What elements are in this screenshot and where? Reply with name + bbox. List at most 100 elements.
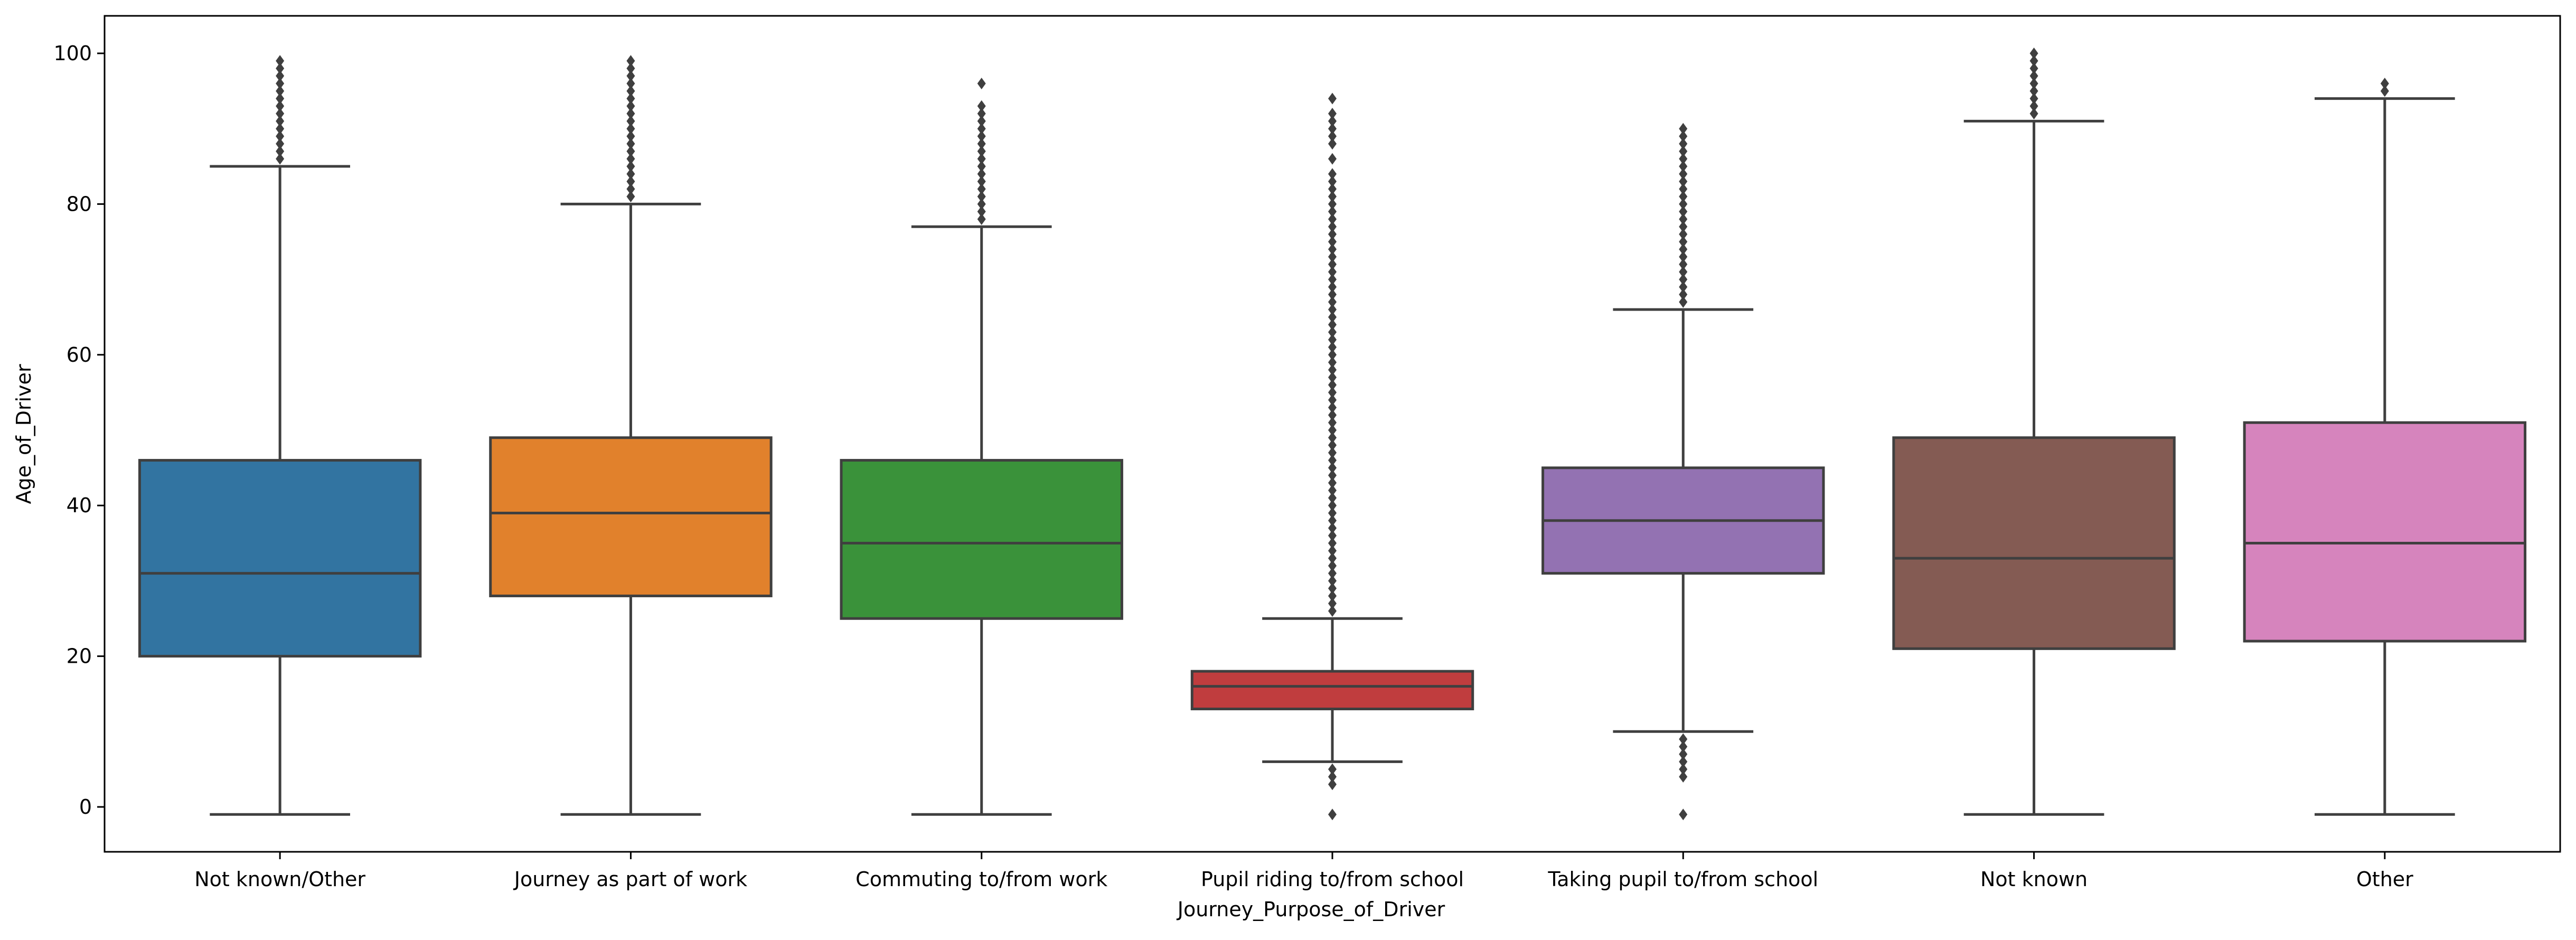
outlier-point: [977, 205, 986, 218]
y-tick-label: 20: [67, 645, 92, 668]
outlier-point: [1328, 401, 1337, 413]
outlier-point: [977, 198, 986, 210]
outlier-point: [1328, 228, 1337, 240]
outlier-point: [1328, 281, 1337, 293]
outlier-point: [2029, 85, 2038, 97]
y-tick-label: 40: [67, 494, 92, 517]
outlier-point: [1328, 431, 1337, 444]
outlier-point: [1328, 334, 1337, 346]
outlier-point: [977, 153, 986, 165]
outlier-point: [1679, 281, 1688, 293]
outlier-point: [626, 70, 635, 82]
box-body: [1190, 670, 1474, 710]
outlier-point: [977, 115, 986, 127]
outlier-point: [626, 85, 635, 97]
outlier-point: [1679, 770, 1688, 783]
box-group: [138, 55, 422, 816]
outlier-point: [2380, 78, 2389, 90]
outlier-point: [1328, 326, 1337, 338]
outlier-point: [626, 183, 635, 195]
outlier-point: [626, 55, 635, 67]
outlier-point: [626, 145, 635, 157]
x-axis-ticks: Not known/Other Journey as part of work Co…: [194, 852, 2413, 891]
outlier-point: [977, 123, 986, 135]
outlier-point: [1328, 236, 1337, 248]
outlier-point: [626, 130, 635, 142]
outlier-point: [1328, 537, 1337, 549]
box-group: [1541, 123, 1825, 821]
outlier-point: [1328, 304, 1337, 316]
outlier-point: [1679, 756, 1688, 768]
outlier-point: [626, 153, 635, 165]
box-body: [138, 459, 422, 658]
y-tick-label: 80: [67, 192, 92, 215]
outlier-point: [1328, 590, 1337, 602]
outlier-point: [276, 100, 285, 112]
outlier-point: [1679, 274, 1688, 286]
outlier-point: [626, 123, 635, 135]
outlier-point: [1679, 168, 1688, 180]
outlier-point: [1679, 748, 1688, 760]
box-group: [1892, 48, 2176, 816]
box-group: [2243, 78, 2527, 816]
outlier-point: [2029, 70, 2038, 82]
outlier-point: [1328, 522, 1337, 534]
outlier-point: [276, 153, 285, 165]
outlier-point: [1679, 145, 1688, 157]
outlier-point: [626, 115, 635, 127]
outlier-point: [977, 130, 986, 142]
outlier-point: [1679, 251, 1688, 263]
y-axis-ticks: 0 20 40 60 80 100: [53, 42, 105, 819]
outlier-point: [1679, 205, 1688, 218]
outlier-point: [1328, 153, 1337, 165]
outlier-point: [977, 100, 986, 112]
outlier-point: [1679, 123, 1688, 135]
outlier-point: [276, 85, 285, 97]
outlier-point: [1328, 243, 1337, 256]
outlier-point: [1328, 311, 1337, 323]
outlier-point: [1328, 387, 1337, 399]
outlier-point: [1328, 318, 1337, 331]
outlier-point: [1679, 175, 1688, 187]
outlier-point: [977, 191, 986, 203]
outlier-point: [626, 175, 635, 187]
outlier-point: [2029, 92, 2038, 105]
x-tick-label: Not known: [1980, 868, 2088, 891]
outlier-point: [1328, 274, 1337, 286]
outlier-point: [1328, 575, 1337, 587]
plot-area-frame: [104, 15, 2561, 853]
outlier-point: [1679, 138, 1688, 150]
outlier-point: [626, 168, 635, 180]
outlier-point: [626, 138, 635, 150]
outlier-point: [977, 145, 986, 157]
outlier-point: [1328, 439, 1337, 452]
outlier-point: [2029, 100, 2038, 112]
outlier-point: [1328, 266, 1337, 278]
outlier-point: [626, 161, 635, 173]
outlier-point: [1679, 296, 1688, 308]
outlier-point: [1328, 500, 1337, 512]
outlier-point: [1328, 394, 1337, 406]
x-tick-label: Pupil riding to/from school: [1201, 868, 1464, 891]
outlier-point: [1328, 198, 1337, 210]
x-tick-label: Other: [2356, 868, 2413, 891]
outlier-point: [1328, 364, 1337, 376]
outlier-point: [977, 175, 986, 187]
outlier-point: [1328, 258, 1337, 270]
outlier-point: [1328, 371, 1337, 383]
box-group: [489, 55, 773, 816]
outlier-point: [977, 213, 986, 225]
x-tick-label: Not known/Other: [194, 868, 365, 891]
outlier-point: [1328, 770, 1337, 783]
outlier-point: [1328, 108, 1337, 120]
outlier-point: [1328, 560, 1337, 572]
outlier-point: [626, 100, 635, 112]
outlier-point: [2029, 108, 2038, 120]
boxes-layer: [138, 48, 2527, 821]
y-tick-label: 60: [67, 343, 92, 366]
box-body: [2243, 421, 2527, 643]
outlier-point: [1328, 356, 1337, 369]
box-body: [489, 436, 773, 597]
outlier-point: [977, 168, 986, 180]
